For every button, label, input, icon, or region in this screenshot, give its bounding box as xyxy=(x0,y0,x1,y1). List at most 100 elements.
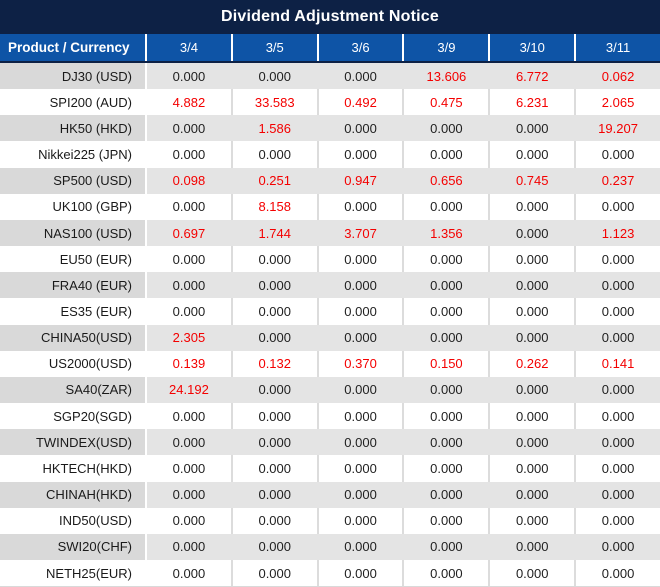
value-cell: 0.000 xyxy=(230,481,317,508)
value-cell: 0.000 xyxy=(488,455,575,482)
value-cell: 0.000 xyxy=(574,403,660,430)
table-row: CHINAH(HKD) 0.000 0.000 0.000 0.000 0.000 0.00… xyxy=(0,481,660,508)
value-cell: 0.000 xyxy=(488,115,575,142)
value-cell: 0.000 xyxy=(488,481,575,508)
value-cell: 0.000 xyxy=(145,193,231,220)
value-cell: 0.000 xyxy=(230,507,317,534)
value-cell: 0.000 xyxy=(316,324,403,351)
value-cell: 4.882 xyxy=(145,89,231,116)
value-cell: 0.000 xyxy=(402,559,489,586)
value-cell: 0.000 xyxy=(316,455,403,482)
value-cell: 0.000 xyxy=(574,298,660,325)
value-cell: 0.475 xyxy=(402,89,489,116)
table-row: UK100 (GBP) 0.000 8.158 0.000 0.000 0.000 0.00… xyxy=(0,193,660,220)
value-cell: 0.000 xyxy=(574,324,660,351)
value-cell: 0.000 xyxy=(488,403,575,430)
value-cell: 0.000 xyxy=(488,272,575,299)
value-cell: 0.000 xyxy=(574,481,660,508)
column-header-product-currency: Product / Currency xyxy=(8,40,130,55)
value-cell: 0.000 xyxy=(488,559,575,586)
value-cell: 0.000 xyxy=(574,559,660,586)
value-cell: 1.123 xyxy=(574,219,660,247)
table-row: US2000(USD) 0.139 0.132 0.370 0.150 0.262 0.14… xyxy=(0,350,660,377)
value-cell: 0.141 xyxy=(574,350,660,377)
table-row: NAS100 (USD) 0.697 1.744 3.707 1.356 0.000 1.1… xyxy=(0,219,660,247)
value-cell: 0.000 xyxy=(316,298,403,325)
value-cell: 0.000 xyxy=(574,141,660,168)
value-cell: 0.000 xyxy=(574,455,660,482)
table-row: ES35 (EUR) 0.000 0.000 0.000 0.000 0.000 0.000 xyxy=(0,298,660,325)
value-cell: 0.000 xyxy=(316,507,403,534)
table-header: Product / Currency 3/4 3/5 3/6 3/9 3/10 3/11 xyxy=(0,34,660,63)
product-cell: CHINA50(USD) xyxy=(0,324,145,351)
value-cell: 0.000 xyxy=(402,455,489,482)
value-cell: 0.000 xyxy=(402,507,489,534)
product-cell: NETH25(EUR) xyxy=(0,559,145,586)
value-cell: 0.000 xyxy=(145,246,231,273)
table-row: EU50 (EUR) 0.000 0.000 0.000 0.000 0.000 0.000 xyxy=(0,246,660,273)
value-cell: 0.000 xyxy=(402,403,489,430)
value-cell: 0.492 xyxy=(316,89,403,116)
value-cell: 0.000 xyxy=(145,115,231,142)
value-cell: 0.098 xyxy=(145,167,231,194)
value-cell: 0.000 xyxy=(402,272,489,299)
value-cell: 0.132 xyxy=(230,350,317,377)
value-cell: 0.000 xyxy=(488,193,575,220)
value-cell: 1.586 xyxy=(230,115,317,142)
value-cell: 0.062 xyxy=(574,63,660,90)
value-cell: 0.000 xyxy=(316,141,403,168)
value-cell: 0.000 xyxy=(488,507,575,534)
table-row: Nikkei225 (JPN) 0.000 0.000 0.000 0.000 0.000… xyxy=(0,141,660,168)
product-cell: Nikkei225 (JPN) xyxy=(0,141,145,168)
column-header-date: 3/4 xyxy=(145,34,231,61)
value-cell: 0.000 xyxy=(316,272,403,299)
value-cell: 3.707 xyxy=(316,219,403,247)
table-row: IND50(USD) 0.000 0.000 0.000 0.000 0.000 0.000 xyxy=(0,507,660,534)
value-cell: 0.000 xyxy=(402,115,489,142)
value-cell: 0.000 xyxy=(316,559,403,586)
value-cell: 0.947 xyxy=(316,167,403,194)
product-cell: ES35 (EUR) xyxy=(0,298,145,325)
value-cell: 0.000 xyxy=(145,63,231,90)
value-cell: 0.000 xyxy=(230,455,317,482)
value-cell: 0.000 xyxy=(145,481,231,508)
value-cell: 0.000 xyxy=(574,376,660,404)
product-cell: EU50 (EUR) xyxy=(0,246,145,273)
value-cell: 0.000 xyxy=(145,533,231,560)
product-cell: SP500 (USD) xyxy=(0,167,145,194)
value-cell: 0.000 xyxy=(574,246,660,273)
value-cell: 0.000 xyxy=(402,481,489,508)
column-header-date: 3/9 xyxy=(402,34,488,61)
value-cell: 24.192 xyxy=(145,376,231,404)
value-cell: 0.000 xyxy=(488,429,575,456)
value-cell: 0.000 xyxy=(488,246,575,273)
value-cell: 0.000 xyxy=(145,429,231,456)
value-cell: 0.000 xyxy=(316,429,403,456)
value-cell: 0.000 xyxy=(145,403,231,430)
value-cell: 0.000 xyxy=(316,63,403,90)
table-row: SWI20(CHF) 0.000 0.000 0.000 0.000 0.000 0.000 xyxy=(0,533,660,560)
value-cell: 0.000 xyxy=(488,141,575,168)
value-cell: 0.000 xyxy=(402,324,489,351)
value-cell: 33.583 xyxy=(230,89,317,116)
value-cell: 0.000 xyxy=(316,533,403,560)
value-cell: 13.606 xyxy=(402,63,489,90)
product-cell: SWI20(CHF) xyxy=(0,533,145,560)
table-row: SP500 (USD) 0.098 0.251 0.947 0.656 0.745 0.23… xyxy=(0,167,660,194)
product-cell: CHINAH(HKD) xyxy=(0,481,145,508)
value-cell: 0.000 xyxy=(402,376,489,404)
value-cell: 0.000 xyxy=(145,507,231,534)
value-cell: 0.000 xyxy=(402,193,489,220)
value-cell: 0.000 xyxy=(402,533,489,560)
value-cell: 0.000 xyxy=(316,246,403,273)
table-row: SA40(ZAR) 24.192 0.000 0.000 0.000 0.000 0.000 xyxy=(0,376,660,404)
table-row: TWINDEX(USD) 0.000 0.000 0.000 0.000 0.000 0.0… xyxy=(0,429,660,456)
value-cell: 0.370 xyxy=(316,350,403,377)
value-cell: 0.000 xyxy=(145,272,231,299)
value-cell: 0.000 xyxy=(316,481,403,508)
value-cell: 2.065 xyxy=(574,89,660,116)
value-cell: 0.000 xyxy=(230,429,317,456)
value-cell: 0.000 xyxy=(316,193,403,220)
column-header-date: 3/6 xyxy=(316,34,403,61)
